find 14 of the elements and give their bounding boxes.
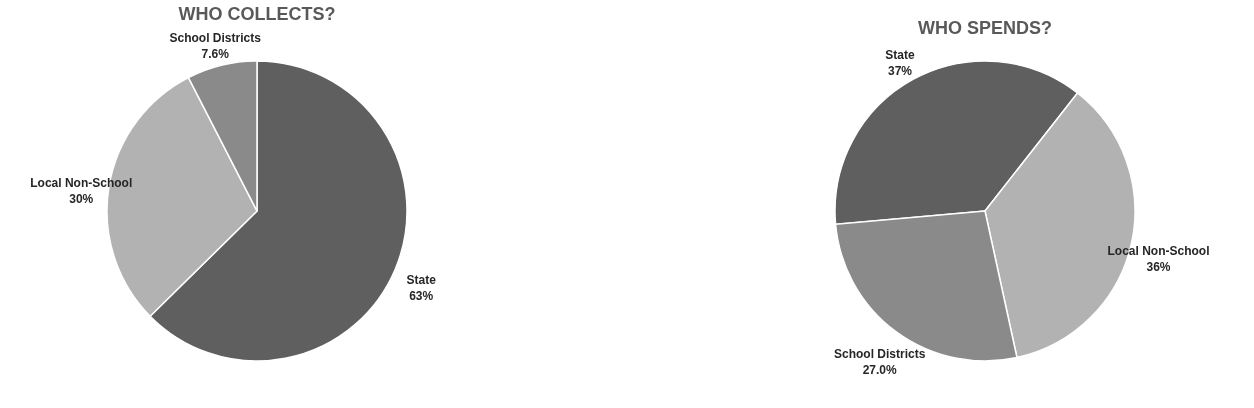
slice-label: School Districts (833, 347, 926, 362)
data-label: 36% (1146, 259, 1171, 274)
data-label: 7.6% (201, 46, 230, 61)
slice-label: Local Non-School (30, 175, 133, 190)
data-label: 27.0% (862, 363, 897, 378)
slice-label: Local Non-School (1107, 243, 1210, 258)
chart-title: WHO COLLECTS? (178, 3, 336, 24)
slice-label: State (885, 47, 916, 62)
data-label: 30% (69, 191, 94, 206)
data-label: 37% (888, 63, 913, 78)
slice-label: School Districts (169, 30, 262, 45)
data-label: 63% (409, 288, 434, 303)
slice-label: State (406, 272, 437, 287)
chart-title: WHO SPENDS? (917, 18, 1053, 38)
